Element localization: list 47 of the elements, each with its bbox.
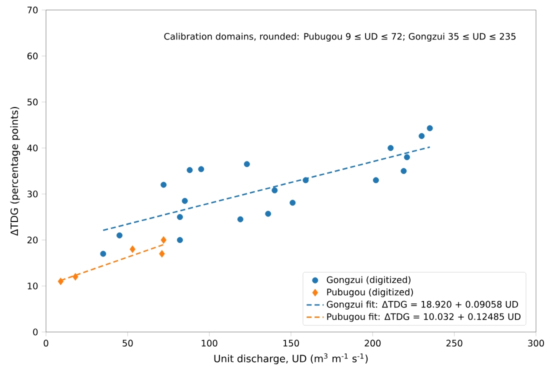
- point: [237, 216, 244, 222]
- point: [72, 273, 78, 281]
- y-tick-label: 70: [28, 6, 38, 14]
- x-tick-label: 150: [283, 340, 299, 347]
- point: [400, 168, 407, 174]
- y-tick-label: 30: [28, 190, 38, 198]
- point: [100, 250, 106, 257]
- y-tick-label: 50: [28, 98, 38, 106]
- x-tick-label: 50: [122, 340, 133, 347]
- point: [58, 278, 64, 286]
- legend-label: Pubugou fit: ΔTDG = 10.032 + 0.12485 UD: [327, 313, 520, 322]
- point: [404, 154, 410, 160]
- point: [130, 245, 136, 253]
- point: [372, 177, 379, 184]
- point: [160, 182, 167, 188]
- x-tick-label: 250: [446, 340, 462, 347]
- y-axis-title: ΔTDG (percentage points): [10, 107, 20, 236]
- point: [116, 232, 122, 238]
- point: [272, 187, 278, 194]
- point: [418, 133, 425, 140]
- y-tick-label: 10: [28, 282, 38, 290]
- point: [265, 210, 272, 217]
- point: [159, 250, 165, 258]
- x-tick-label: 0: [44, 340, 48, 347]
- point: [198, 166, 204, 172]
- legend-label: Pubugou (digitized): [327, 288, 413, 298]
- point: [176, 214, 183, 220]
- legend-label: Gongzui fit: ΔTDG = 18.920 + 0.09058 UD: [326, 300, 518, 310]
- point: [426, 125, 433, 132]
- y-tick-label: 60: [27, 52, 38, 60]
- point: [160, 236, 166, 244]
- point: [302, 177, 309, 184]
- point: [182, 198, 188, 204]
- point: [244, 161, 250, 168]
- x-tick-label: 200: [364, 340, 381, 347]
- point: [290, 200, 296, 206]
- legend-label: Gongzui (digitized): [326, 276, 410, 285]
- point: [186, 167, 193, 174]
- annotation: Calibration domains, rounded: Pubugou 9 ≤ UD ≤ 72; Gongzui 35 ≤ UD ≤ 235: [164, 32, 516, 42]
- y-tick-label: 20: [27, 236, 38, 244]
- point: [176, 237, 183, 243]
- y-tick-label: 0: [33, 328, 38, 336]
- x-axis-title: Unit discharge, UD (m$^{3}$ m$^{-1}$ s$^{-1}$): [214, 353, 368, 364]
- x-tick-label: 300: [528, 340, 544, 347]
- y-tick-label: 40: [27, 144, 38, 152]
- point: [388, 145, 394, 151]
- x-tick-label: 100: [202, 340, 218, 347]
